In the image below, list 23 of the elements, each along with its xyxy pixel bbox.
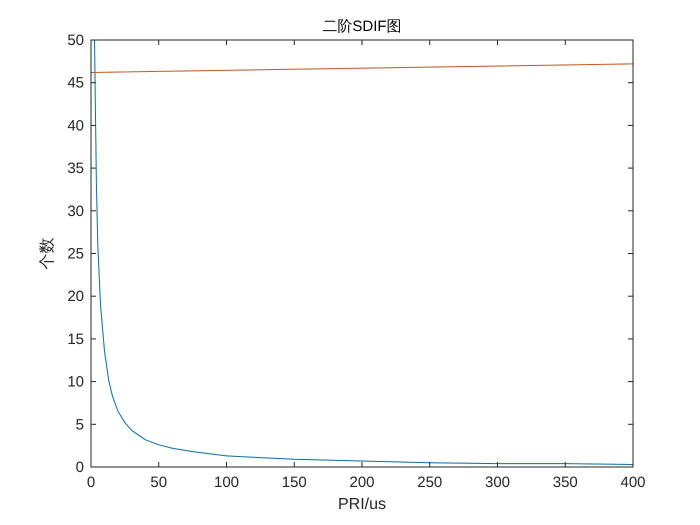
x-axis-title: PRI/us <box>338 496 386 513</box>
y-tick-label: 25 <box>67 246 84 262</box>
x-tick-label: 50 <box>150 474 168 491</box>
x-tick-label: 300 <box>484 474 510 491</box>
y-tick-label: 20 <box>67 288 84 306</box>
x-tick-label: 150 <box>282 474 307 491</box>
y-tick-label: 10 <box>67 374 84 391</box>
x-tick-label: 250 <box>417 474 442 491</box>
y-tick-label: 35 <box>67 160 84 178</box>
y-tick-label: 40 <box>67 117 84 134</box>
chart-title: 二阶SDIF图 <box>322 18 402 35</box>
x-tick-label: 400 <box>620 474 646 491</box>
x-tick-label: 0 <box>86 474 96 491</box>
y-tick-label: 30 <box>67 202 84 220</box>
y-axis-title: 个数 <box>38 238 56 270</box>
x-tick-label: 350 <box>552 474 578 491</box>
y-tick-label: 50 <box>67 32 84 49</box>
x-tick-label: 100 <box>214 474 240 491</box>
y-tick-label: 0 <box>76 459 84 476</box>
y-tick-label: 5 <box>76 416 84 434</box>
y-tick-label: 15 <box>67 330 84 348</box>
y-tick-label: 45 <box>67 74 84 92</box>
x-tick-label: 200 <box>349 474 375 491</box>
